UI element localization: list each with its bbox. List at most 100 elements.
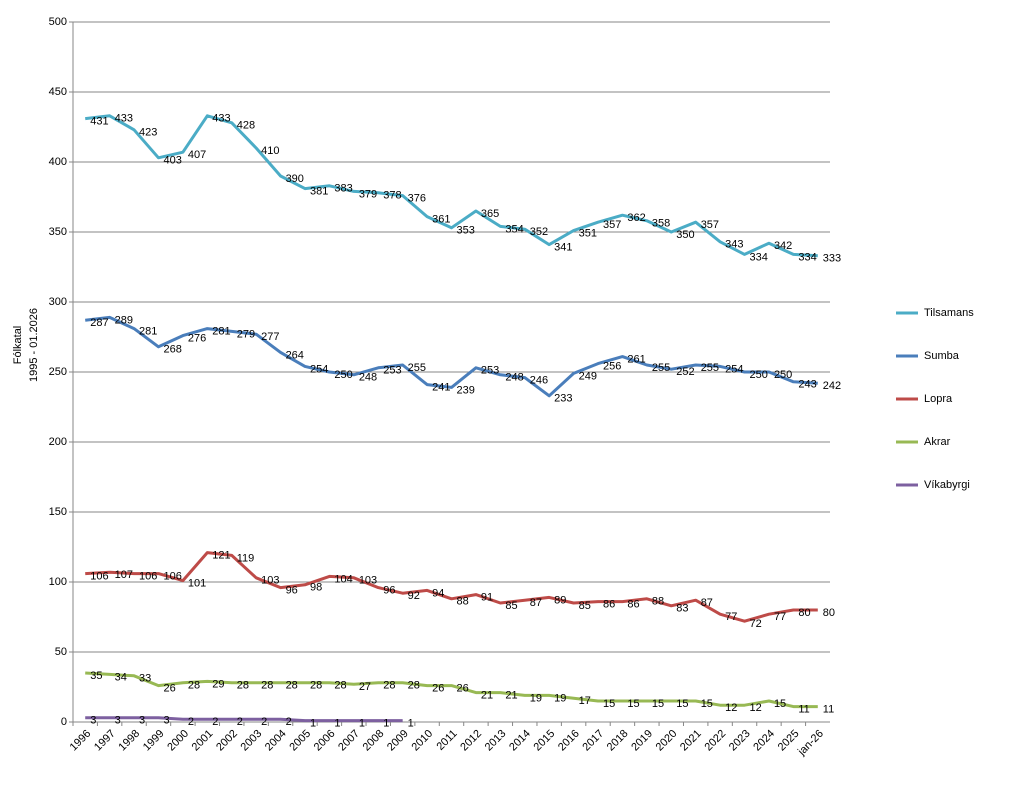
y-tick-label: 100: [49, 576, 67, 588]
legend-label: Víkabyrgi: [924, 479, 970, 491]
data-label: 334: [798, 251, 816, 263]
data-label: 15: [701, 698, 713, 710]
data-label: 341: [554, 242, 572, 254]
x-tick-label: 2008: [361, 728, 387, 754]
data-label: 357: [603, 219, 621, 231]
x-tick-label: 2004: [263, 728, 289, 754]
data-label: 26: [457, 683, 469, 695]
y-tick-label: 500: [49, 16, 67, 28]
data-label: 86: [603, 599, 615, 611]
data-label: 19: [530, 692, 542, 704]
data-label: 107: [115, 569, 133, 581]
data-label: 277: [261, 331, 279, 343]
data-label: 87: [701, 597, 713, 609]
data-label: 35: [90, 670, 102, 682]
x-tick-label: 2016: [556, 728, 582, 754]
data-label: 264: [286, 349, 304, 361]
data-label: 378: [383, 190, 401, 202]
data-label: 254: [725, 363, 743, 375]
data-label: 423: [139, 127, 157, 139]
y-tick-label: 200: [49, 436, 67, 448]
data-label: 15: [676, 698, 688, 710]
data-label: 379: [359, 188, 377, 200]
data-label: 352: [530, 226, 548, 238]
data-label: 85: [505, 600, 517, 612]
data-label: 431: [90, 116, 108, 128]
data-label: 3: [163, 715, 169, 727]
legend-label: Tilsamans: [924, 307, 974, 319]
data-label: 91: [481, 592, 493, 604]
data-label: 256: [603, 361, 621, 373]
y-tick-label: 250: [49, 366, 67, 378]
data-label: 121: [212, 550, 230, 562]
data-label: 249: [579, 370, 597, 382]
y-tick-label: 350: [49, 226, 67, 238]
data-label: 28: [261, 680, 273, 692]
x-tick-label: 2021: [678, 728, 704, 754]
data-label: 350: [676, 229, 694, 241]
data-label: 252: [676, 366, 694, 378]
x-tick-label: 2020: [654, 728, 680, 754]
x-tick-label: 2013: [483, 728, 509, 754]
data-label: 28: [310, 680, 322, 692]
x-tick-label: 2012: [458, 728, 484, 754]
data-label: 15: [627, 698, 639, 710]
data-label: 11: [798, 704, 809, 716]
x-tick-label: 2011: [434, 728, 459, 753]
data-label: 15: [603, 698, 615, 710]
data-label: 334: [750, 251, 768, 263]
data-label: 353: [457, 225, 475, 237]
data-label: 403: [163, 155, 181, 167]
data-label: 246: [530, 375, 548, 387]
data-label: 333: [823, 253, 841, 265]
legend-label: Sumba: [924, 350, 960, 362]
data-label: 390: [286, 173, 304, 185]
data-label: 279: [237, 328, 255, 340]
x-tick-label: 2018: [605, 728, 631, 754]
data-label: 1: [383, 718, 389, 730]
data-label: 2: [188, 716, 194, 728]
data-label: 89: [554, 594, 566, 606]
data-label: 106: [163, 571, 181, 583]
data-label: 1: [334, 718, 340, 730]
x-tick-label: 2015: [532, 728, 558, 754]
data-label: 28: [286, 680, 298, 692]
data-label: 88: [652, 596, 664, 608]
data-label: 87: [530, 597, 542, 609]
x-tick-label: 2024: [751, 728, 777, 754]
x-tick-label: 2000: [165, 728, 191, 754]
data-label: 433: [115, 113, 133, 125]
data-label: 410: [261, 145, 279, 157]
data-label: 255: [701, 362, 719, 374]
data-label: 253: [383, 365, 401, 377]
data-label: 104: [334, 573, 352, 585]
data-label: 343: [725, 239, 743, 251]
data-label: 383: [334, 183, 352, 195]
data-label: 103: [261, 575, 279, 587]
data-label: 28: [408, 680, 420, 692]
data-label: 28: [334, 680, 346, 692]
data-label: 287: [90, 317, 108, 329]
data-label: 119: [237, 552, 255, 564]
data-label: 15: [774, 698, 786, 710]
data-label: 250: [334, 369, 352, 381]
data-label: 21: [481, 690, 493, 702]
data-label: 28: [188, 680, 200, 692]
data-label: 103: [359, 575, 377, 587]
data-label: 433: [212, 113, 230, 125]
data-label: 11: [823, 704, 834, 716]
data-label: 248: [505, 372, 523, 384]
data-label: 83: [676, 603, 688, 615]
x-tick-label: 2017: [580, 728, 606, 754]
series-line: [85, 315, 818, 398]
data-label: 365: [481, 208, 499, 220]
legend-label: Lopra: [924, 393, 953, 405]
data-label: 94: [432, 587, 444, 599]
data-label: 361: [432, 214, 450, 226]
y-tick-label: 300: [49, 296, 67, 308]
series-line: [85, 114, 818, 258]
data-label: 239: [457, 384, 475, 396]
data-label: 362: [627, 212, 645, 224]
data-label: 381: [310, 186, 328, 198]
